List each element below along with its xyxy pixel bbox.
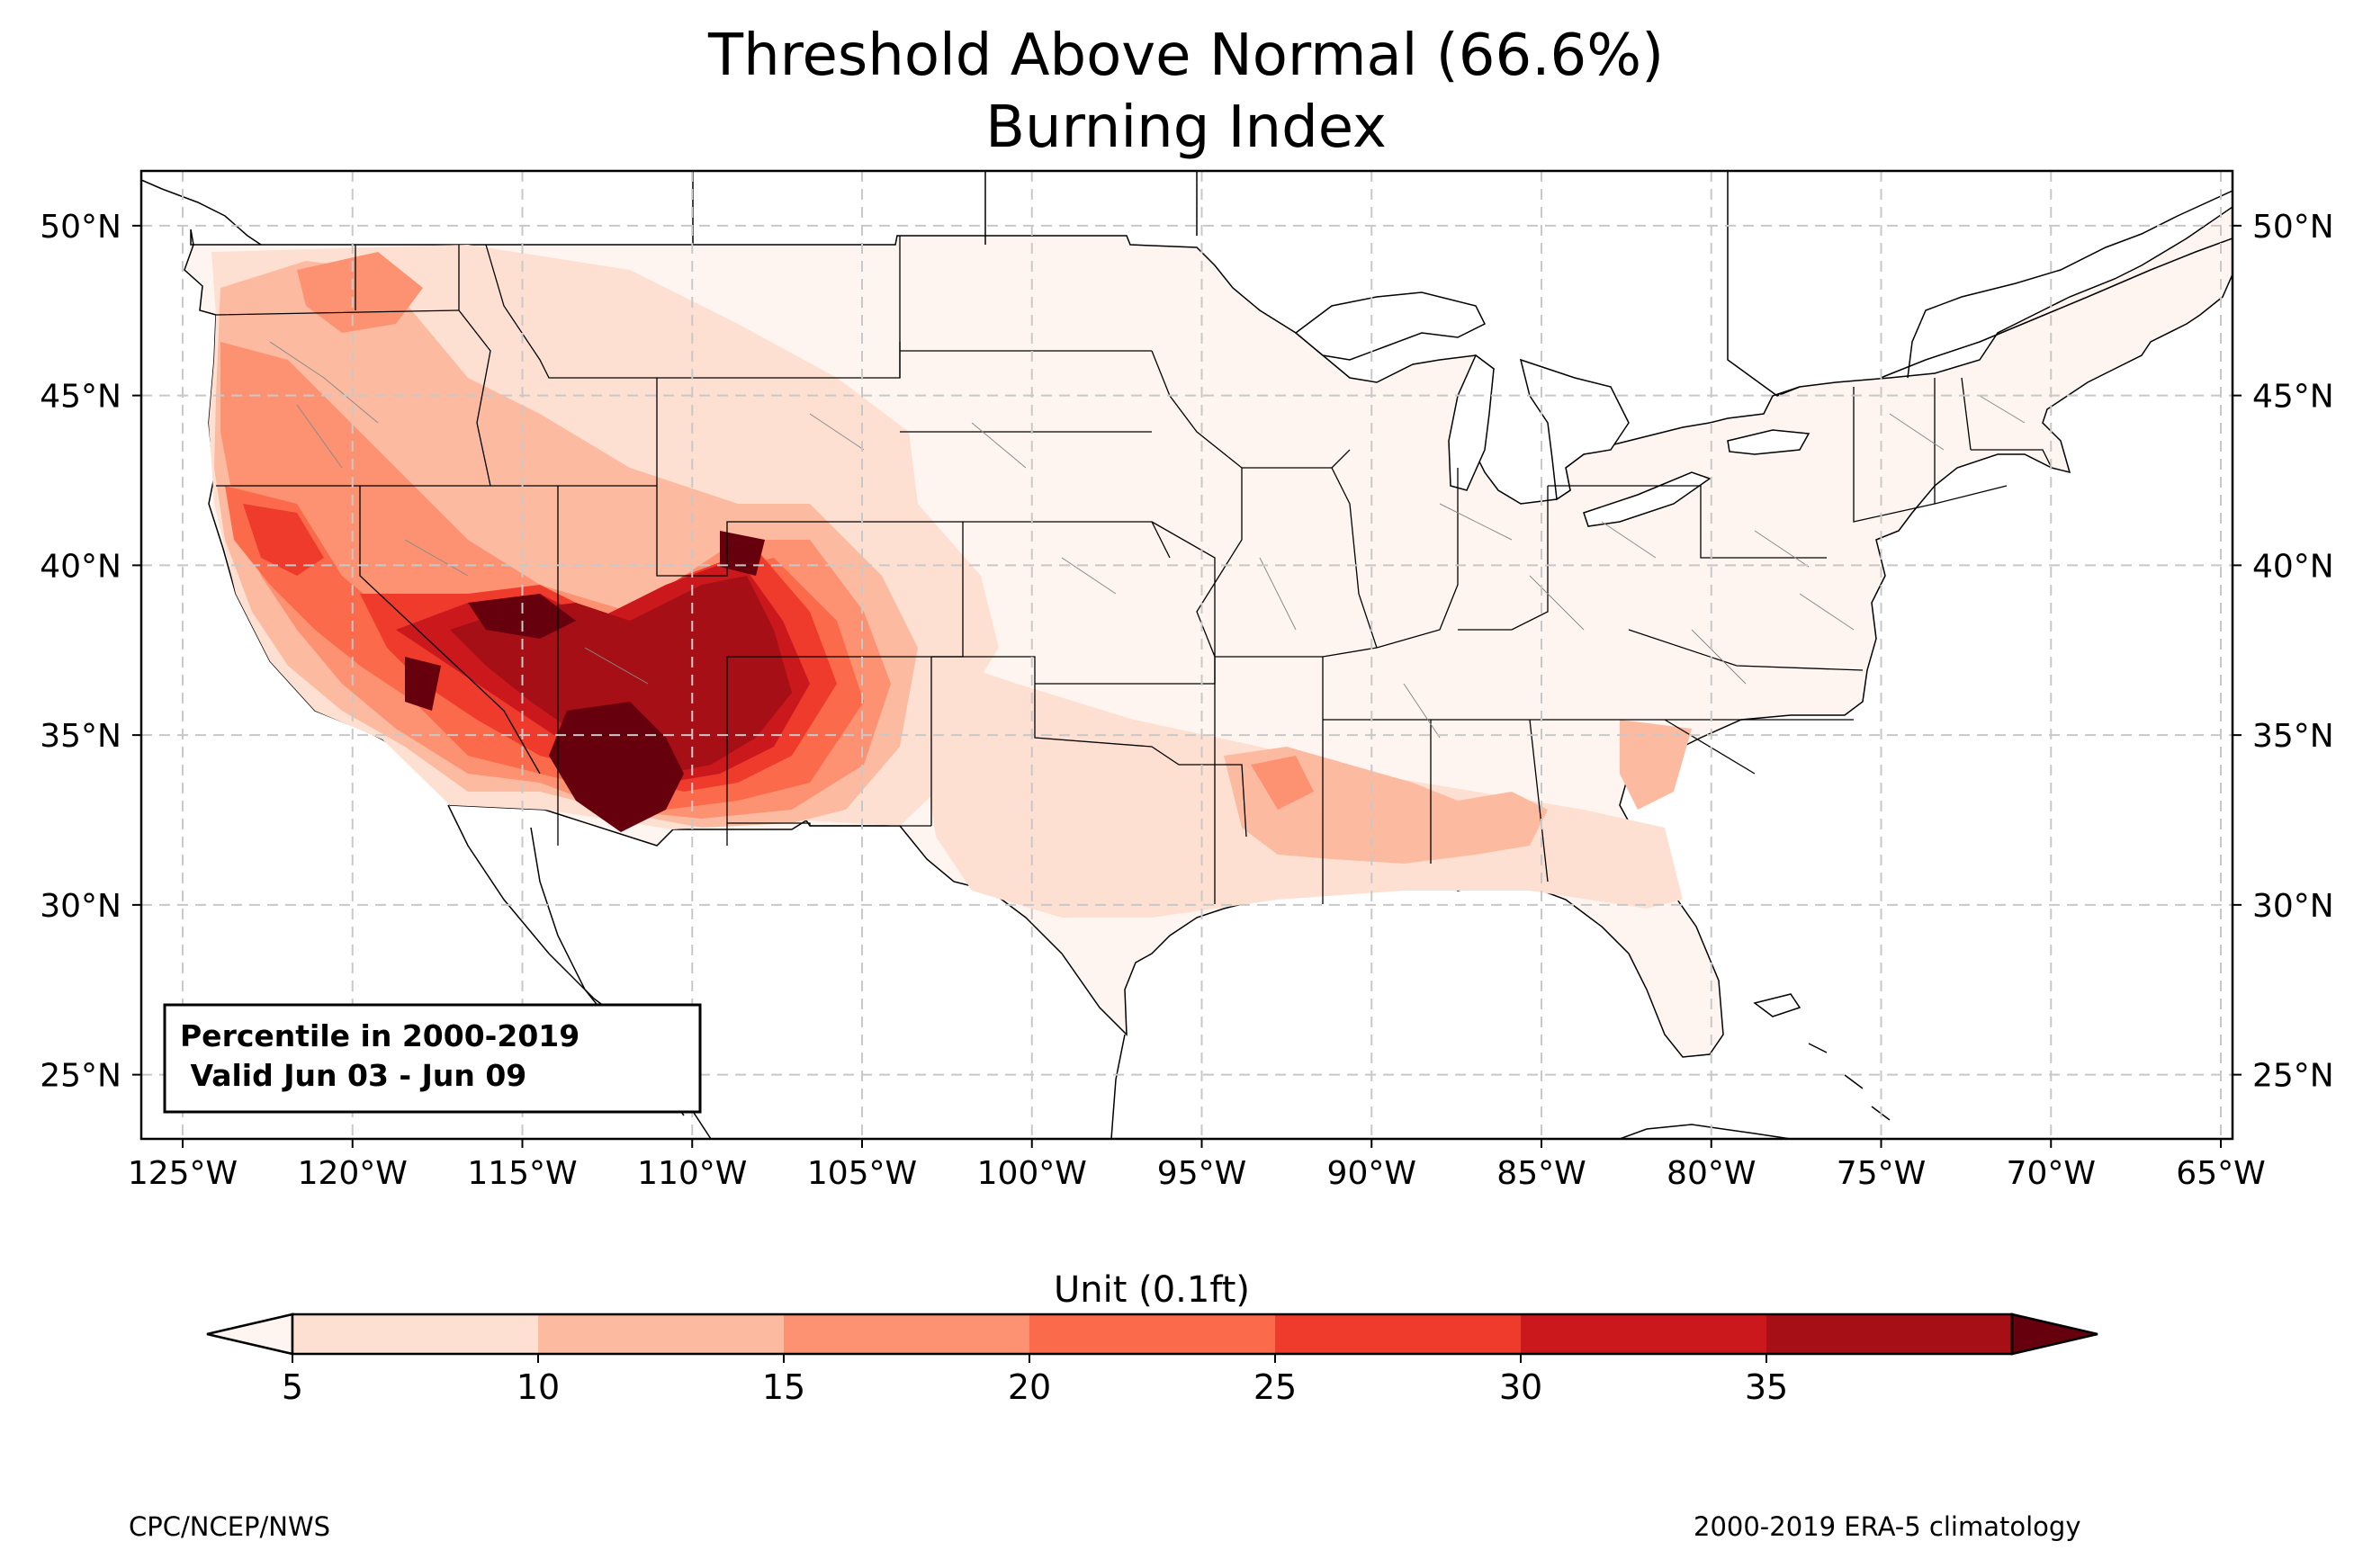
lon-tick-label: 95°W bbox=[1157, 1155, 1246, 1192]
footer-climatology: 2000-2019 ERA-5 climatology bbox=[1694, 1511, 2081, 1542]
colorbar-frame bbox=[291, 1313, 2014, 1356]
colorbar-body bbox=[206, 1313, 2098, 1356]
lon-tick-label: 85°W bbox=[1496, 1155, 1586, 1192]
colorbar-segment bbox=[538, 1314, 785, 1354]
cuba bbox=[1619, 1124, 1792, 1139]
lon-tick-label: 125°W bbox=[128, 1155, 238, 1192]
lon-tick-label: 100°W bbox=[977, 1155, 1087, 1192]
lon-tick-label: 120°W bbox=[298, 1155, 408, 1192]
lat-tick-label-right: 45°N bbox=[2252, 379, 2334, 416]
lat-tick-label-left: 50°N bbox=[40, 209, 121, 246]
lon-labels: 125°W 120°W 115°W 110°W 105°W 100°W 95°W 90°W 85… bbox=[128, 1139, 2266, 1192]
lat-tick-label-right: 40°N bbox=[2252, 548, 2334, 585]
lat-tick-label-left: 45°N bbox=[40, 379, 121, 416]
info-box-line2: Valid Jun 03 - Jun 09 bbox=[180, 1058, 526, 1093]
lake-michigan bbox=[1448, 354, 1495, 491]
lon-tick-label: 70°W bbox=[2007, 1155, 2096, 1192]
minor-boundaries bbox=[269, 341, 2026, 739]
info-box: Percentile in 2000-2019 Valid Jun 03 - J… bbox=[163, 1003, 702, 1114]
colorbar-segment bbox=[292, 1314, 539, 1354]
shaded-anomaly-fields bbox=[209, 245, 1692, 918]
colorbar-segment bbox=[1275, 1314, 1522, 1354]
info-box-frame bbox=[163, 1003, 702, 1114]
colorbar-segment bbox=[784, 1314, 1030, 1354]
colorbar-tick-label: 15 bbox=[762, 1367, 805, 1407]
lon-tick-label: 65°W bbox=[2176, 1155, 2265, 1192]
bahamas bbox=[1753, 993, 1891, 1121]
lon-tick-label: 105°W bbox=[807, 1155, 917, 1192]
colorbar-tick-label: 5 bbox=[282, 1367, 303, 1407]
colorbar-over-arrow bbox=[2010, 1313, 2098, 1356]
footer-credit: CPC/NCEP/NWS bbox=[129, 1511, 331, 1542]
colorbar-tick-label: 10 bbox=[517, 1367, 560, 1407]
colorbar-tick-label: 25 bbox=[1253, 1367, 1297, 1407]
colorbar-ticks: 5 10 15 20 25 30 35 bbox=[282, 1354, 1788, 1407]
st-lawrence bbox=[1880, 237, 2233, 379]
lat-labels-left: 50°N 45°N 40°N 35°N 30°N 25°N bbox=[40, 209, 141, 1095]
lon-tick-label: 80°W bbox=[1667, 1155, 1756, 1192]
lon-tick-label: 75°W bbox=[1837, 1155, 1926, 1192]
colorbar-tick-label: 20 bbox=[1008, 1367, 1051, 1407]
lat-tick-label-right: 25°N bbox=[2252, 1058, 2334, 1095]
lon-tick-label: 115°W bbox=[467, 1155, 577, 1192]
lat-tick-label-right: 30°N bbox=[2252, 888, 2334, 925]
map-panel: 50°N 45°N 40°N 35°N 30°N 25°N 50°N 45°N 40°N 35°… bbox=[40, 169, 2334, 1192]
map-title: Threshold Above Normal (66.6%) bbox=[707, 22, 1665, 89]
lat-tick-label-right: 50°N bbox=[2252, 209, 2334, 246]
colorbar-segment bbox=[1521, 1314, 1767, 1354]
pacific-northwest-coast bbox=[141, 179, 262, 246]
lake-ontario bbox=[1727, 429, 1810, 455]
lat-tick-label-left: 40°N bbox=[40, 548, 121, 585]
map-frame bbox=[139, 169, 2234, 1141]
info-box-line1: Percentile in 2000-2019 bbox=[180, 1018, 580, 1053]
lat-tick-label-left: 30°N bbox=[40, 888, 121, 925]
gulf-coast-mexico bbox=[1110, 1034, 1126, 1139]
colorbar-tick-label: 35 bbox=[1745, 1367, 1788, 1407]
lake-superior bbox=[1294, 291, 1487, 361]
colorbar-tick-label: 30 bbox=[1499, 1367, 1542, 1407]
lon-tick-label: 90°W bbox=[1327, 1155, 1416, 1192]
lat-tick-label-left: 25°N bbox=[40, 1058, 121, 1095]
lon-tick-label: 110°W bbox=[637, 1155, 747, 1192]
map-subtitle: Burning Index bbox=[985, 94, 1387, 161]
state-boundaries bbox=[215, 236, 2053, 904]
colorbar-segment bbox=[1029, 1314, 1276, 1354]
colorbar: Unit (0.1ft) 5 10 15 20 25 30 35 bbox=[206, 1269, 2098, 1407]
colorbar-label: Unit (0.1ft) bbox=[1054, 1269, 1250, 1311]
colorbar-under-arrow bbox=[206, 1313, 294, 1356]
lat-tick-label-right: 35°N bbox=[2252, 718, 2334, 755]
lat-labels-right: 50°N 45°N 40°N 35°N 30°N 25°N bbox=[2233, 209, 2334, 1095]
colorbar-segment bbox=[1766, 1314, 2013, 1354]
lat-tick-label-left: 35°N bbox=[40, 718, 121, 755]
